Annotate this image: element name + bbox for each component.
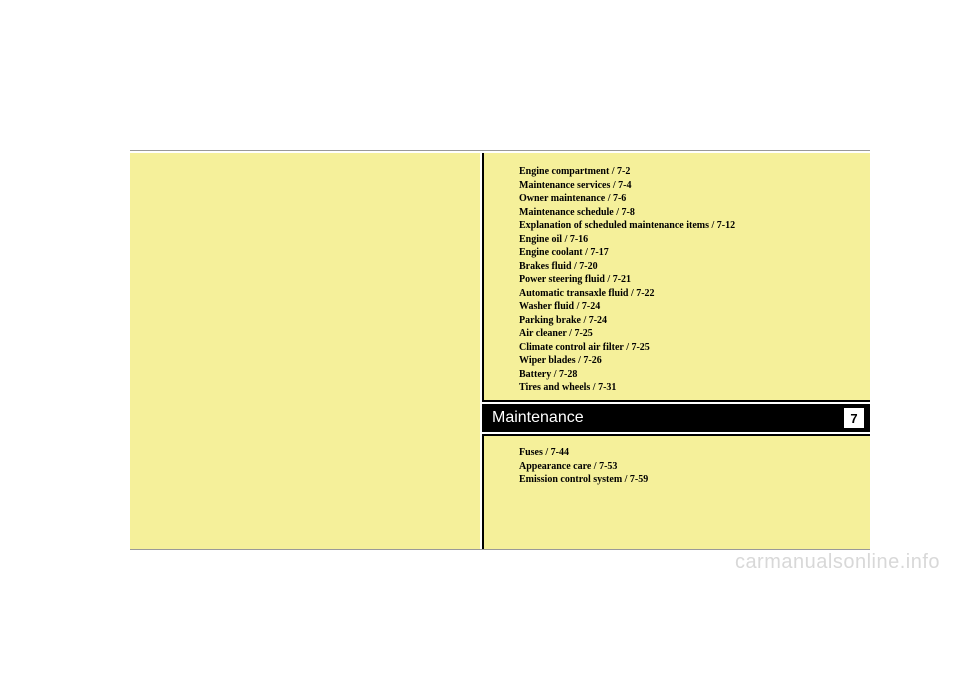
toc-item: Climate control air filter / 7-25 — [519, 341, 860, 355]
toc-item: Power steering fluid / 7-21 — [519, 273, 860, 287]
section-number: 7 — [844, 408, 864, 428]
section-title-bar: Maintenance 7 — [482, 404, 870, 432]
watermark-text: carmanualsonline.info — [735, 551, 940, 574]
toc-item: Brakes fluid / 7-20 — [519, 260, 860, 274]
toc-item: Automatic transaxle fluid / 7-22 — [519, 287, 860, 301]
toc-item: Air cleaner / 7-25 — [519, 327, 860, 341]
toc-item: Wiper blades / 7-26 — [519, 354, 860, 368]
toc-item: Emission control system / 7-59 — [519, 473, 860, 487]
toc-item: Engine coolant / 7-17 — [519, 246, 860, 260]
toc-item: Maintenance schedule / 7-8 — [519, 206, 860, 220]
toc-item: Parking brake / 7-24 — [519, 314, 860, 328]
toc-item: Owner maintenance / 7-6 — [519, 192, 860, 206]
toc-item: Fuses / 7-44 — [519, 446, 860, 460]
manual-page-spread: Engine compartment / 7-2 Maintenance ser… — [130, 150, 870, 550]
toc-item: Appearance care / 7-53 — [519, 460, 860, 474]
toc-item: Washer fluid / 7-24 — [519, 300, 860, 314]
right-toc-page: Engine compartment / 7-2 Maintenance ser… — [482, 153, 870, 549]
toc-item: Battery / 7-28 — [519, 368, 860, 382]
toc-item: Engine oil / 7-16 — [519, 233, 860, 247]
toc-item: Engine compartment / 7-2 — [519, 165, 860, 179]
toc-upper-box: Engine compartment / 7-2 Maintenance ser… — [482, 153, 870, 402]
toc-lower-box: Fuses / 7-44 Appearance care / 7-53 Emis… — [482, 434, 870, 549]
section-title: Maintenance — [492, 409, 584, 427]
toc-item: Explanation of scheduled maintenance ite… — [519, 219, 860, 233]
toc-item: Maintenance services / 7-4 — [519, 179, 860, 193]
toc-item: Tires and wheels / 7-31 — [519, 381, 860, 395]
left-blank-page — [130, 153, 480, 549]
